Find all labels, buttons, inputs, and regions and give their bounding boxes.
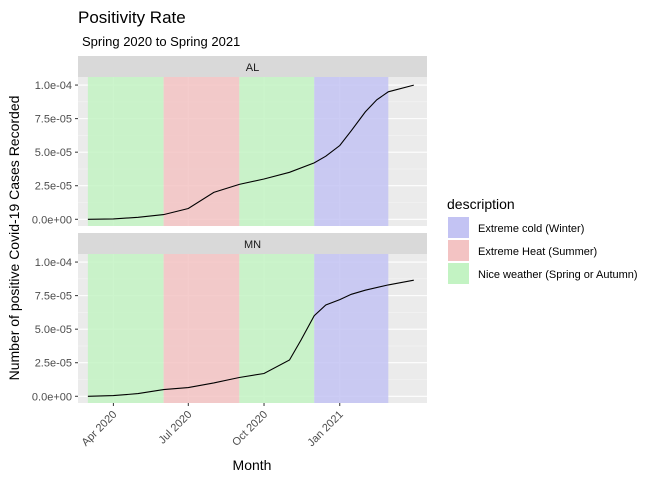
facet-strip — [78, 56, 427, 77]
season-band — [87, 77, 164, 226]
y-tick-label: 7.5e-05 — [35, 291, 72, 303]
facet-strip-label: AL — [246, 62, 259, 74]
season-band — [239, 254, 315, 403]
y-tick-label: 2.5e-05 — [35, 358, 72, 370]
facet-panel-mn: MN 0.0e+00 2.5e-05 5.0e-05 7.5e-05 1.0e-04 — [32, 233, 427, 403]
series-line-al — [87, 84, 414, 220]
x-axis: Apr 2020 Jul 2020 Oct 2020 Jan 2021 — [79, 403, 346, 449]
legend-key — [448, 217, 469, 238]
y-tick-label: 2.5e-05 — [35, 181, 72, 193]
facet-panels: AL 0.0e+00 2.5e-05 5.0e-05 7.5e-05 1.0e-04 MN 0… — [32, 56, 427, 403]
season-band — [87, 254, 164, 403]
y-tick-label: 0.0e+00 — [32, 214, 72, 226]
y-tick-label: 1.0e-04 — [35, 80, 72, 92]
legend-entry-label: Nice weather (Spring or Autumn) — [478, 269, 638, 281]
legend-entry-label: Extreme cold (Winter) — [478, 223, 584, 235]
chart-subtitle: Spring 2020 to Spring 2021 — [82, 34, 240, 49]
season-band — [314, 254, 389, 403]
facet-strip — [78, 233, 427, 254]
season-band — [239, 77, 315, 226]
y-tick-label: 7.5e-05 — [35, 114, 72, 126]
x-tick-label: Jan 2021 — [305, 409, 345, 449]
legend-title: description — [447, 196, 515, 212]
season-band — [314, 77, 389, 226]
facet-strip-label: MN — [244, 239, 261, 251]
legend-key — [448, 240, 469, 261]
x-tick-label: Oct 2020 — [230, 409, 270, 449]
y-tick-label: 0.0e+00 — [32, 391, 72, 403]
x-tick-label: Apr 2020 — [79, 409, 119, 449]
season-band — [163, 77, 240, 226]
series-line-mn — [87, 279, 414, 397]
legend: description Extreme cold (Winter) Extreme… — [447, 196, 638, 284]
y-axis-title: Number of positive Covid-19 Cases Record… — [6, 96, 22, 381]
y-tick-label: 1.0e-04 — [35, 257, 72, 269]
legend-key — [448, 263, 469, 284]
y-tick-label: 5.0e-05 — [35, 324, 72, 336]
facet-panel-al: AL 0.0e+00 2.5e-05 5.0e-05 7.5e-05 1.0e-04 — [32, 56, 427, 226]
chart-title: Positivity Rate — [78, 8, 186, 27]
x-tick-label: Jul 2020 — [157, 409, 195, 447]
season-band — [163, 254, 240, 403]
legend-entry-label: Extreme Heat (Summer) — [478, 246, 597, 258]
x-axis-title: Month — [233, 457, 272, 473]
y-tick-label: 5.0e-05 — [35, 147, 72, 159]
